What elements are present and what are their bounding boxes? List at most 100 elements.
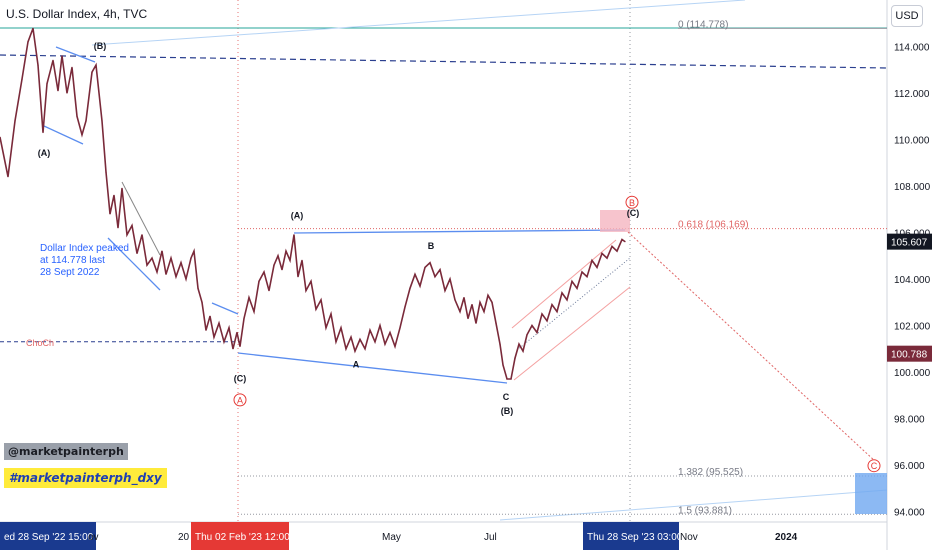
price-point <box>581 271 583 273</box>
price-point <box>277 255 279 257</box>
price-point <box>325 327 327 329</box>
price-point <box>526 334 528 336</box>
y-tick-label: 102.000 <box>894 322 931 333</box>
y-tick-label: 112.000 <box>894 89 930 100</box>
price-point <box>475 322 477 324</box>
resistance-dashed-line <box>0 54 888 69</box>
price-point <box>213 336 215 338</box>
price-point <box>131 224 133 227</box>
x-tick-highlight <box>0 522 96 550</box>
price-point <box>624 241 626 243</box>
price-point <box>117 227 119 229</box>
long-trend-line-upper <box>91 0 746 46</box>
price-point <box>126 234 128 236</box>
structure-line-3 <box>237 352 508 384</box>
price-point <box>66 92 68 94</box>
author-watermark: @marketpainterph <box>4 443 128 460</box>
x-tick-highlight <box>191 522 289 550</box>
price-point <box>91 71 93 73</box>
x-tick-label: ov <box>88 532 99 543</box>
currency-button[interactable]: USD <box>891 5 923 27</box>
price-point <box>239 345 241 347</box>
price-point <box>21 78 23 80</box>
price-points <box>0 27 626 380</box>
price-point <box>161 250 163 252</box>
price-point <box>201 301 203 303</box>
wave-label-7: C <box>503 392 510 402</box>
channel-mid <box>516 257 631 351</box>
price-point <box>471 304 473 306</box>
price-point <box>531 324 533 327</box>
price-tag-label-2: 100.788 <box>891 350 928 361</box>
price-point <box>42 131 44 134</box>
price-point <box>354 350 356 352</box>
price-point <box>105 171 107 173</box>
price-axis[interactable] <box>887 0 932 550</box>
price-point <box>340 327 342 329</box>
price-point <box>424 266 426 268</box>
price-point <box>32 27 34 29</box>
price-point <box>369 329 371 331</box>
wave-circle-1 <box>233 393 247 407</box>
projection-zone-box <box>855 473 887 514</box>
price-point <box>146 264 148 266</box>
target-zone-box <box>600 210 630 232</box>
fib-level-label-3: 1.382 (95.525) <box>678 467 743 478</box>
wave-label-2: (A) <box>38 148 51 158</box>
price-point <box>228 327 230 329</box>
price-point <box>467 317 469 320</box>
price-point <box>175 276 177 278</box>
price-point <box>0 136 1 138</box>
price-point <box>499 343 501 345</box>
price-point <box>510 378 512 380</box>
price-point <box>345 348 347 350</box>
x-tick-label: Jul <box>484 532 497 543</box>
price-point <box>113 194 115 196</box>
price-point <box>404 306 406 308</box>
note-line-3: 28 Sept 2022 <box>40 267 100 278</box>
price-point <box>281 269 283 271</box>
price-point <box>273 264 275 266</box>
price-point <box>449 278 451 280</box>
price-point <box>76 115 78 117</box>
price-point <box>315 308 317 310</box>
price-point <box>248 297 250 299</box>
price-point <box>576 287 578 289</box>
price-point <box>611 245 613 247</box>
price-point <box>561 292 563 294</box>
x-tick-label: Nov <box>680 532 698 543</box>
price-point <box>364 348 366 350</box>
price-point <box>359 338 361 340</box>
fib-level-label-1: 0 (114.778) <box>678 19 728 30</box>
price-point <box>232 348 234 350</box>
price-point <box>429 262 431 264</box>
price-point <box>566 299 568 301</box>
y-tick-label: 96.000 <box>894 461 925 472</box>
price-point <box>52 59 54 62</box>
wave-label-4: B <box>428 241 435 251</box>
price-point <box>27 41 29 43</box>
wave-circle-2 <box>625 195 639 209</box>
price-point <box>293 234 295 236</box>
price-point <box>374 341 376 343</box>
price-point <box>205 329 207 331</box>
price-point <box>170 257 172 259</box>
price-point <box>491 301 493 303</box>
structure-line-5 <box>107 237 161 291</box>
time-axis[interactable] <box>0 522 887 550</box>
price-point <box>305 290 307 292</box>
price-point <box>551 304 553 306</box>
price-point <box>350 336 352 338</box>
price-point <box>71 66 73 68</box>
price-point <box>121 187 123 189</box>
price-point <box>310 280 312 282</box>
price-point <box>434 276 436 278</box>
price-point <box>518 343 520 345</box>
structure-line-4 <box>293 229 626 234</box>
price-point <box>495 322 497 324</box>
x-tick-label: 20 <box>178 532 190 543</box>
x-tick-label: 2024 <box>775 532 798 543</box>
plot-area[interactable] <box>0 0 887 522</box>
wave-circle-label-2: B <box>629 198 635 208</box>
